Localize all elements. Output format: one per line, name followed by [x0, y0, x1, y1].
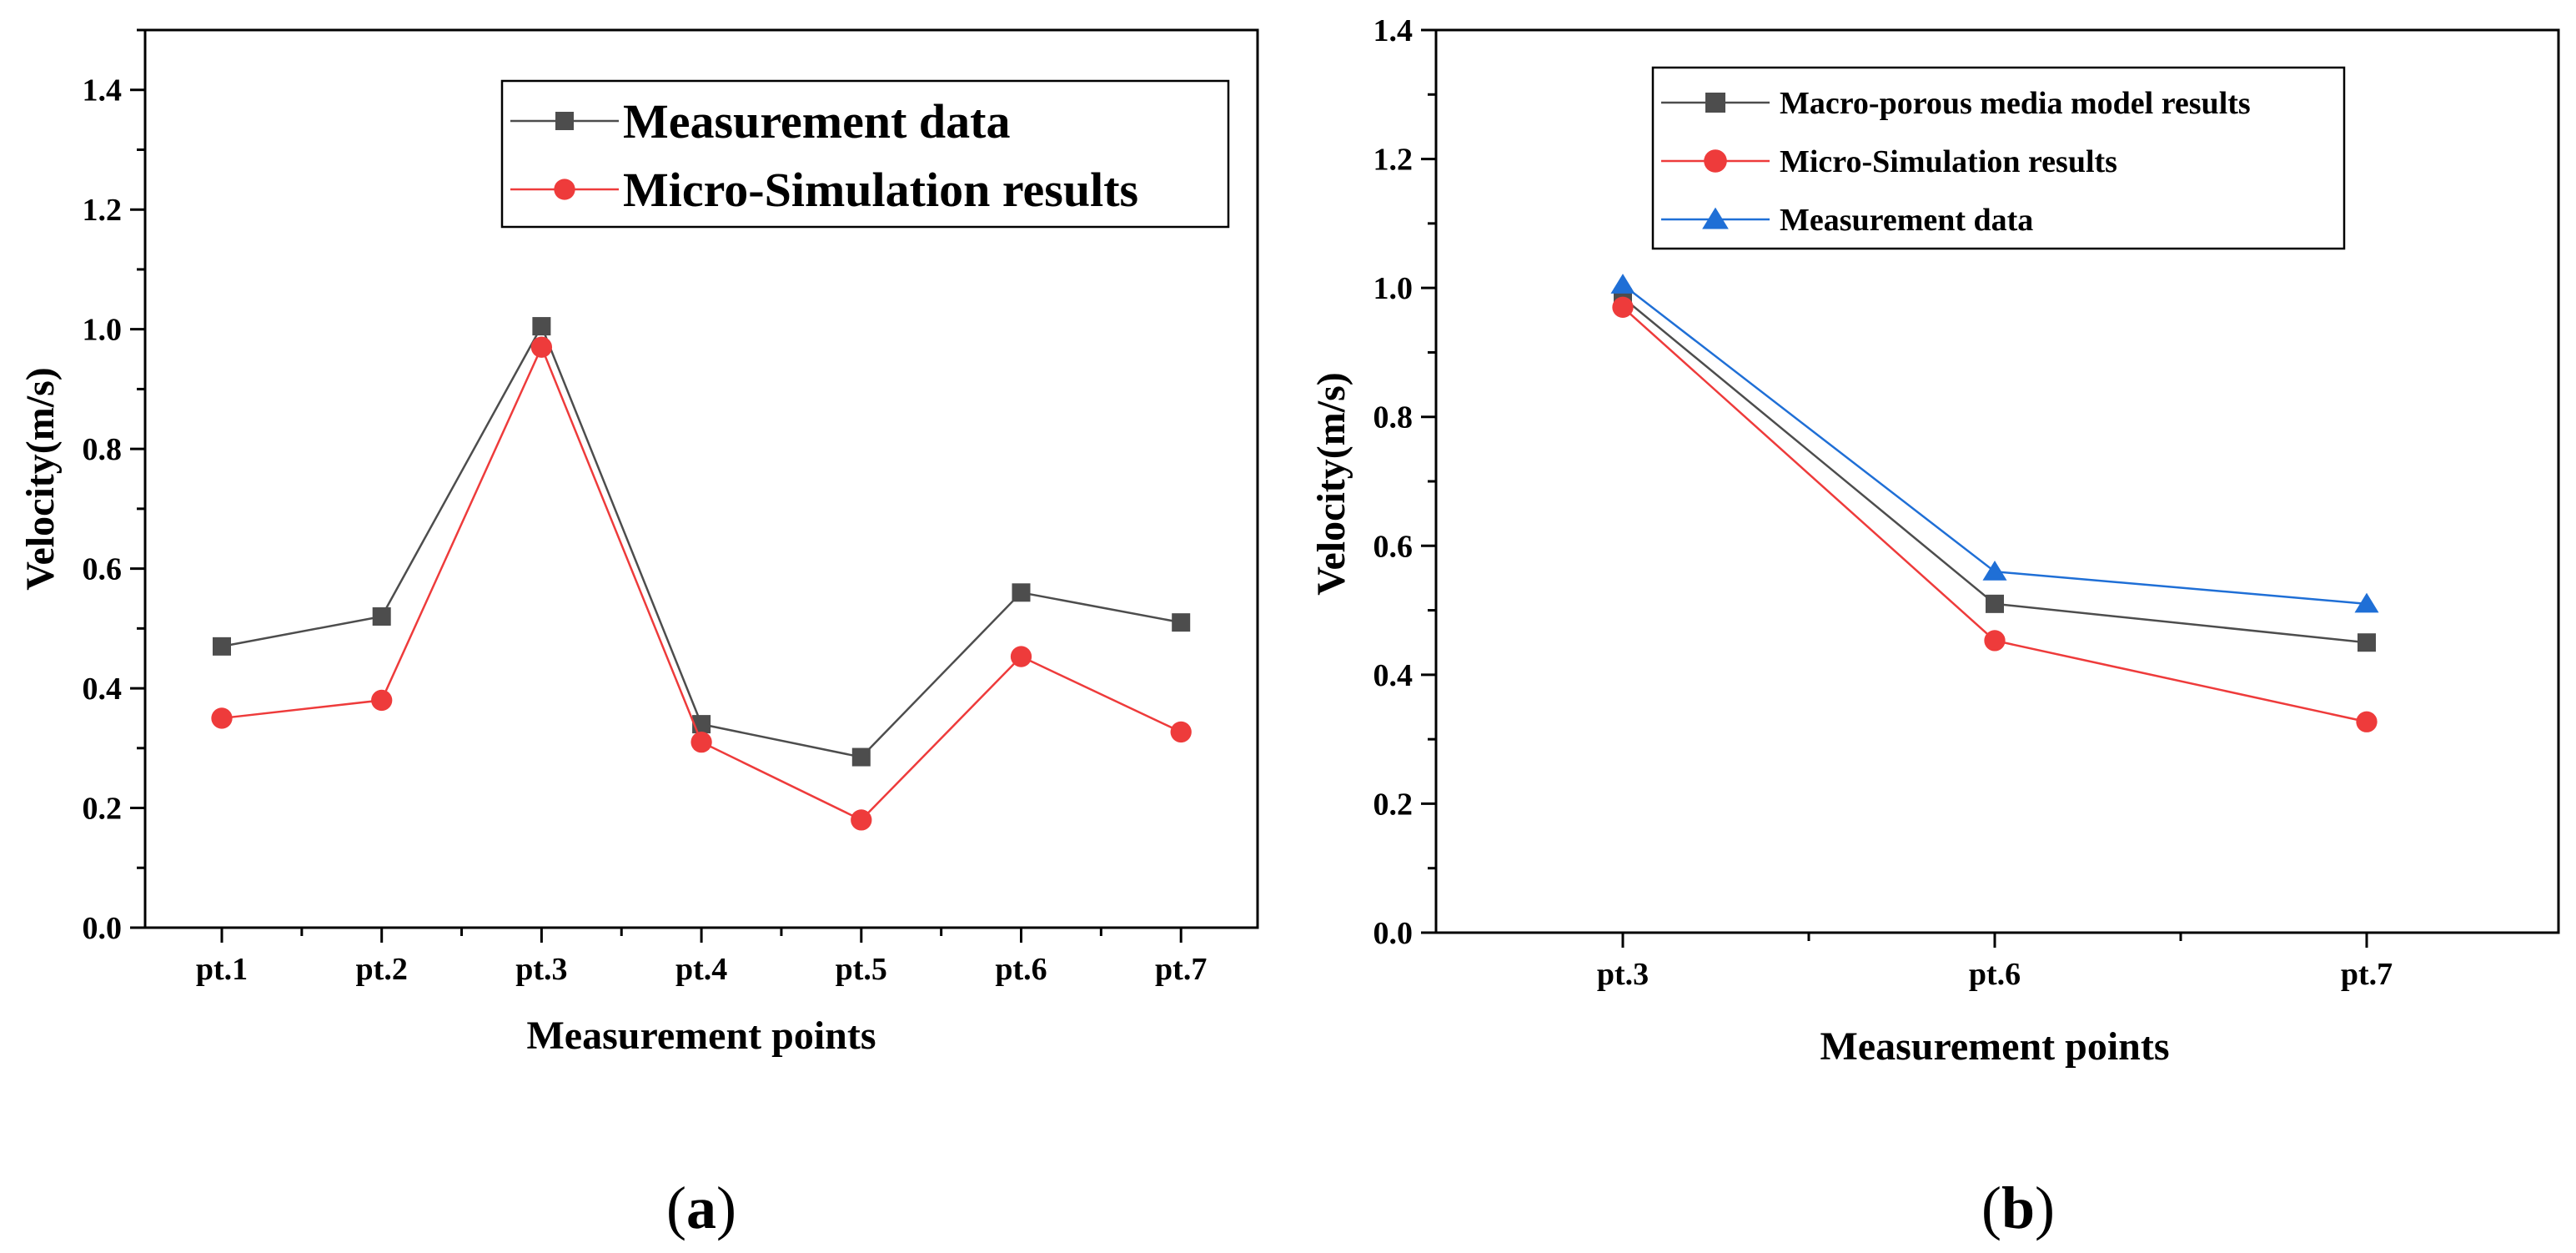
x-tick-label: pt.7: [2341, 957, 2393, 992]
legend-label: Micro-Simulation results: [623, 163, 1138, 217]
panel-letter-a: a: [686, 1175, 716, 1241]
x-tick-label: pt.7: [1155, 952, 1207, 987]
x-tick-label: pt.5: [836, 952, 887, 987]
data-point: [1612, 296, 1634, 318]
series-line: [1622, 296, 2368, 644]
y-tick-label: 0.6: [83, 552, 123, 587]
legend-a: Measurement data Micro-Simulation results: [500, 79, 1230, 229]
series-line: [1622, 284, 2368, 606]
chart-panel-b: 0.0 0.2 0.4 0.6 0.8 1.0 1.2 1.4 pt.3 pt.6 pt.7 Mea…: [1309, 13, 2560, 1241]
y-tick-label: 0.4: [1373, 658, 1414, 693]
y-tick-label: 0.2: [1373, 787, 1414, 822]
y-tick-label: 0.0: [83, 911, 123, 946]
y-tick-label: 0.6: [1373, 529, 1414, 564]
y-tick-label: 1.2: [83, 193, 123, 228]
data-point: [1010, 646, 1032, 667]
y-axis-title-a: Velocity(m/s): [18, 367, 63, 591]
data-point: [1986, 594, 2004, 613]
data-point: [2356, 711, 2378, 732]
data-point: [532, 317, 551, 336]
data-point: [213, 637, 231, 656]
data-point: [2358, 633, 2376, 652]
chart-panel-a: 0.0 0.2 0.4 0.6 0.8 1.0 1.2 1.4 pt.1 pt.2 pt.3 pt.4…: [18, 28, 1259, 1241]
x-axis-title-b: Measurement points: [1820, 1024, 2169, 1069]
data-point: [371, 689, 393, 712]
data-point: [2354, 592, 2379, 613]
legend-marker: [554, 179, 575, 200]
data-point: [690, 731, 712, 753]
y-tick-label: 0.8: [1373, 400, 1414, 435]
data-point: [530, 336, 553, 358]
y-tick-label: 1.4: [1373, 13, 1414, 48]
legend-label: Macro-porous media model results: [1780, 86, 2251, 121]
x-tick-label: pt.3: [515, 952, 567, 987]
x-tick-label: pt.4: [675, 952, 727, 987]
legend-marker: [1702, 207, 1729, 229]
legend-box: [500, 79, 1230, 229]
x-tick-label: pt.2: [356, 952, 408, 987]
y-tick-label: 1.0: [1373, 271, 1414, 306]
legend-marker: [1704, 149, 1727, 173]
x-tick-label: pt.3: [1597, 957, 1649, 992]
x-tick-label: pt.1: [196, 952, 248, 987]
y-tick-label: 1.2: [1373, 143, 1414, 178]
data-point: [1170, 721, 1192, 743]
data-point: [1012, 583, 1031, 602]
legend-b: Macro-porous media model results Micro-Si…: [1651, 66, 2346, 250]
panel-label-b: (b): [1981, 1175, 2055, 1241]
y-tick-label: 0.4: [83, 672, 123, 707]
panel-letter-b: b: [2001, 1175, 2035, 1241]
x-tick-label: pt.6: [1969, 957, 2021, 992]
y-tick-label: 0.0: [1373, 916, 1414, 951]
x-axis-title-a: Measurement points: [526, 1014, 876, 1058]
y-tick-label: 0.8: [83, 432, 123, 467]
data-point: [1982, 561, 2007, 581]
data-point: [1984, 630, 2006, 652]
panel-label-a: (a): [666, 1175, 736, 1241]
y-tick-label: 1.4: [83, 73, 123, 108]
data-point: [211, 707, 233, 729]
data-point: [1172, 613, 1191, 632]
legend-label: Measurement data: [623, 94, 1010, 148]
x-tick-label: pt.6: [995, 952, 1047, 987]
legend-label: Micro-Simulation results: [1780, 144, 2117, 179]
series-line: [1622, 306, 2368, 723]
data-point: [372, 606, 391, 626]
data-point: [1610, 274, 1635, 294]
data-point: [851, 809, 872, 831]
legend-label: Measurement data: [1780, 203, 2033, 238]
data-point: [851, 747, 871, 767]
legend-marker: [555, 112, 574, 130]
y-tick-label: 0.2: [83, 792, 123, 827]
y-tick-label: 1.0: [83, 313, 123, 348]
legend-marker: [1705, 93, 1725, 113]
y-axis-title-b: Velocity(m/s): [1309, 372, 1353, 596]
series-line: [221, 324, 1182, 758]
